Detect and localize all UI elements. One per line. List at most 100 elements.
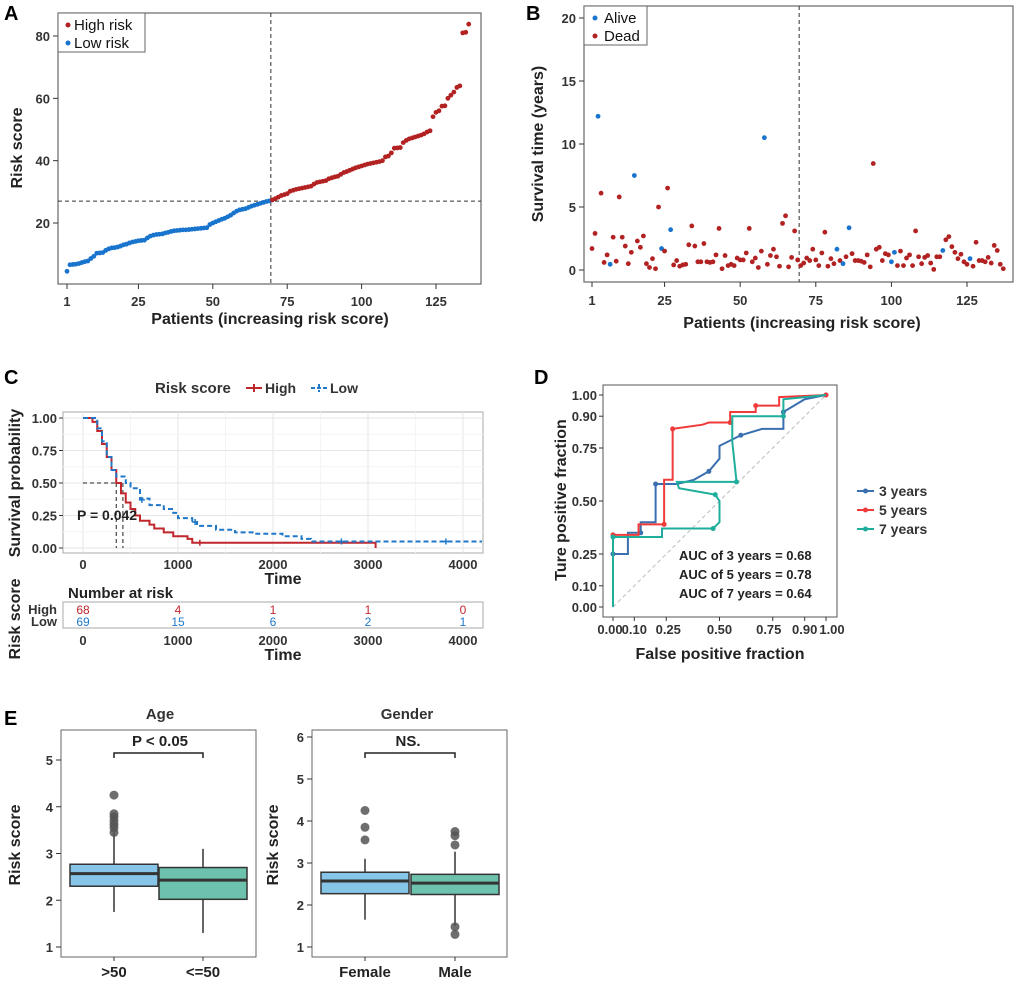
dead-point	[613, 258, 619, 264]
dead-point	[795, 257, 801, 263]
dead-point	[919, 261, 925, 267]
dead-point	[746, 226, 752, 231]
dead-point	[849, 251, 855, 257]
c-legend-label: Low	[330, 380, 358, 396]
dead-point	[755, 265, 761, 270]
dead-point	[895, 263, 900, 268]
roc-point	[734, 479, 740, 485]
auc-label: AUC of 7 years = 0.64	[679, 586, 812, 601]
dead-point	[904, 255, 909, 261]
dead-point	[925, 253, 931, 258]
e-gender-y-tick-label: 3	[297, 856, 304, 871]
roc-curve-5-years	[612, 394, 827, 607]
d-y-tick-label: 1.00	[572, 388, 597, 403]
dead-point	[913, 228, 918, 234]
b-x-tick-label: 125	[956, 293, 978, 308]
c-legend-marker	[246, 384, 262, 392]
a-legend-label: Low risk	[74, 35, 130, 52]
risk-table-cell: 15	[171, 615, 185, 629]
c-x-tick-label: 2000	[259, 557, 288, 572]
dead-point	[653, 266, 658, 272]
dead-point	[994, 248, 1000, 253]
dead-point	[867, 264, 873, 270]
alive-point	[892, 249, 897, 255]
a-x-tick-label: 100	[351, 294, 373, 309]
alive-point	[761, 135, 767, 141]
risk-table-cell: 1	[270, 603, 277, 617]
high-risk-point	[442, 103, 448, 109]
dead-point	[716, 226, 722, 231]
dead-point	[973, 239, 979, 245]
high-risk-point	[463, 29, 469, 35]
dead-point	[701, 241, 707, 246]
panel-label-b: B	[526, 3, 540, 25]
risk-table-cell: 1	[365, 603, 372, 617]
roc-point	[738, 432, 744, 438]
dead-point	[910, 263, 915, 268]
b-y-tick-label: 20	[562, 11, 576, 26]
c-x-tick-label: 3000	[354, 557, 383, 572]
roc-point	[653, 481, 659, 487]
risk-table-row-label: Low	[31, 614, 58, 629]
dead-point	[765, 261, 770, 267]
c-y-tick-label: 0.25	[32, 509, 57, 524]
dead-point	[825, 263, 831, 269]
a-legend-box	[57, 12, 146, 53]
dead-point	[610, 234, 616, 240]
high-risk-point	[457, 83, 463, 89]
dead-point	[916, 254, 922, 260]
e-age-y-tick-label: 5	[46, 753, 53, 768]
dead-point	[931, 266, 937, 272]
alive-point	[940, 248, 946, 253]
d-x-tick-label: 0.90	[792, 622, 817, 637]
a-x-tick-label: 50	[206, 294, 220, 309]
high-risk-point	[436, 108, 442, 114]
roc-point	[670, 426, 676, 432]
dead-point	[592, 231, 598, 236]
risk-table-cell: 68	[76, 603, 90, 617]
panel-label-d: D	[534, 367, 548, 389]
dead-point	[879, 258, 885, 263]
c-xlabel: Time	[264, 571, 301, 588]
high-risk-point	[430, 114, 436, 120]
b-x-tick-label: 100	[881, 293, 903, 308]
e-gender-x-tick-label: Male	[438, 964, 471, 981]
risk-table-ylabel: Risk score	[7, 578, 24, 659]
d-x-tick-label: 1.00	[819, 622, 844, 637]
dead-point	[589, 246, 595, 251]
risk-table-cell: 69	[76, 615, 90, 629]
dead-point	[1000, 266, 1006, 272]
dead-point	[598, 190, 604, 196]
b-y-tick-label: 0	[569, 263, 576, 278]
dead-point	[752, 255, 758, 261]
e-gender-outlier	[450, 840, 460, 850]
e-age-box-0	[69, 863, 159, 887]
c-x-tick-label: 1000	[164, 557, 193, 572]
dead-point	[634, 238, 640, 244]
e-gender-y-tick-label: 4	[297, 814, 305, 829]
high-risk-point	[388, 150, 394, 156]
high-risk-point	[445, 95, 451, 101]
dead-point	[722, 253, 728, 258]
e-gender-box-0	[320, 871, 410, 895]
risk-table-x-tick-label: 2000	[259, 633, 288, 648]
dead-point	[864, 252, 870, 258]
c-y-tick-label: 0.75	[32, 444, 57, 459]
dead-point	[861, 260, 867, 265]
dead-point	[689, 223, 695, 229]
e-age-significance: P < 0.05	[132, 733, 188, 750]
risk-table-cell: 6	[270, 615, 277, 629]
roc-curve-7-years	[612, 394, 827, 607]
e-gender-y-tick-label: 2	[297, 898, 304, 913]
c-ylabel: Survival probability	[7, 409, 24, 558]
dead-point	[644, 261, 649, 267]
alive-point	[967, 256, 973, 262]
a-legend-marker	[65, 40, 71, 46]
a-x-tick-label: 125	[425, 294, 447, 309]
dead-point	[710, 259, 716, 265]
e-age-x-tick-label: <=50	[186, 964, 220, 981]
dead-point	[749, 259, 755, 265]
risk-table-cell: 1	[460, 615, 467, 629]
